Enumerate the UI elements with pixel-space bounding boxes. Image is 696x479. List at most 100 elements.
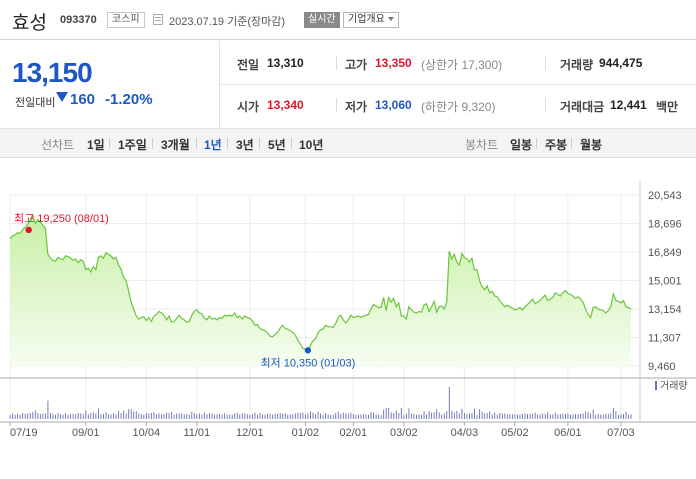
volume-legend-swatch	[655, 381, 657, 390]
volume-bar	[330, 415, 332, 419]
period-3m[interactable]: 3개월	[161, 138, 190, 152]
volume-bar	[110, 414, 112, 419]
divider	[545, 98, 546, 112]
volume-bar	[458, 413, 460, 419]
calendar-icon	[153, 14, 163, 25]
volume-bar	[514, 414, 516, 419]
divider	[259, 138, 260, 149]
volume-bar	[509, 414, 511, 419]
volume-bar	[163, 413, 165, 419]
volume-bar	[476, 415, 478, 419]
volume-bar	[426, 414, 428, 419]
volume-bar	[612, 407, 614, 419]
quote-panel: 13,150 전일대비 160 -1.20% 전일 13,310 고가 13,3…	[0, 41, 696, 129]
volume-bar	[607, 413, 609, 419]
volume-bar	[577, 414, 579, 419]
volume-bar	[585, 411, 587, 419]
company-overview-dropdown[interactable]: 기업개요	[343, 12, 399, 28]
volume-bar	[125, 413, 127, 419]
volume-bar	[431, 412, 433, 419]
volume-bar	[297, 412, 299, 419]
volume-bar	[456, 410, 458, 419]
divider	[336, 98, 337, 112]
volume-bar	[486, 413, 488, 419]
volume-bar	[158, 413, 160, 419]
volume-bar	[34, 410, 36, 419]
volume-bar	[133, 411, 135, 419]
volume-bar	[383, 409, 385, 419]
x-tick-label: 06/01	[554, 427, 582, 439]
x-tick-label: 09/01	[72, 427, 100, 439]
volume-bar	[481, 411, 483, 419]
lower-limit: (하한가 9,320)	[421, 100, 496, 114]
volume-bar	[262, 414, 263, 419]
candle-monthly[interactable]: 월봉	[580, 138, 603, 152]
volume-bar	[393, 413, 395, 419]
volume-bar	[236, 412, 238, 419]
period-1w[interactable]: 1주일	[118, 138, 147, 152]
realtime-button[interactable]: 실시간	[304, 12, 340, 28]
volume-bar	[350, 412, 352, 419]
candle-daily[interactable]: 일봉	[510, 138, 533, 152]
period-5y[interactable]: 5년	[268, 138, 286, 152]
volume-bar	[118, 410, 120, 419]
volume-bar	[14, 414, 16, 419]
volume-bar	[193, 413, 195, 419]
amount-unit: 백만	[656, 100, 679, 114]
volume-bar	[549, 414, 551, 419]
volume-bar	[489, 411, 491, 419]
volume-bar	[378, 414, 380, 419]
volume-bar	[527, 413, 528, 419]
volume-bar	[123, 410, 125, 419]
volume-bar	[534, 412, 536, 419]
volume-bar	[294, 413, 296, 419]
period-10y[interactable]: 10년	[299, 138, 324, 152]
x-tick-label: 02/01	[340, 427, 368, 439]
volume-bar	[214, 414, 215, 419]
volume-bar	[395, 410, 397, 419]
volume-bar	[625, 411, 627, 419]
volume-bar	[403, 415, 405, 419]
volume-bar	[600, 414, 602, 419]
volume-bar	[140, 414, 142, 419]
candle-weekly[interactable]: 주봉	[545, 138, 568, 152]
volume-bar	[410, 413, 412, 419]
chevron-down-icon	[387, 17, 394, 22]
volume-bar	[610, 413, 612, 419]
period-1y[interactable]: 1년	[204, 138, 222, 152]
volume-bar	[506, 414, 508, 419]
volume-bar	[501, 413, 503, 419]
volume-bar	[352, 413, 354, 419]
x-tick-label: 05/02	[501, 427, 529, 439]
price-chart: 거래량 20,543 18,696 16,849 15,001 13,154 11,307…	[0, 180, 696, 439]
volume-bar	[562, 413, 564, 419]
volume-bar	[183, 414, 185, 419]
volume-bar	[517, 414, 518, 419]
stock-code: 093370	[60, 14, 97, 26]
volume-bar	[287, 414, 289, 419]
upper-limit: (상한가 17,300)	[421, 58, 503, 72]
volume-bar	[524, 413, 526, 419]
x-tick-label: 07/19	[10, 427, 38, 439]
reference-date: 2023.07.19 기준(장마감)	[169, 16, 286, 28]
volume-bar	[423, 411, 425, 419]
volume-bar	[52, 413, 54, 419]
volume-bar	[438, 412, 440, 419]
period-1d[interactable]: 1일	[87, 138, 105, 152]
y-tick-label: 9,460	[648, 361, 676, 373]
volume-bar	[226, 414, 228, 419]
volume-bar	[315, 414, 316, 419]
x-tick-label: 07/03	[607, 427, 635, 439]
x-tick-label: 12/01	[236, 427, 264, 439]
volume-bar	[342, 412, 344, 419]
volume-bar	[575, 413, 576, 419]
volume-bar	[337, 411, 339, 419]
market-badge: 코스피	[107, 12, 145, 28]
volume-bar	[229, 414, 231, 419]
x-tick-label: 03/02	[390, 427, 418, 439]
x-tick-label: 10/04	[133, 427, 161, 439]
volume-bar	[340, 413, 342, 419]
period-3y[interactable]: 3년	[236, 138, 254, 152]
volume-bar	[504, 413, 506, 419]
volume-bar	[254, 412, 256, 419]
